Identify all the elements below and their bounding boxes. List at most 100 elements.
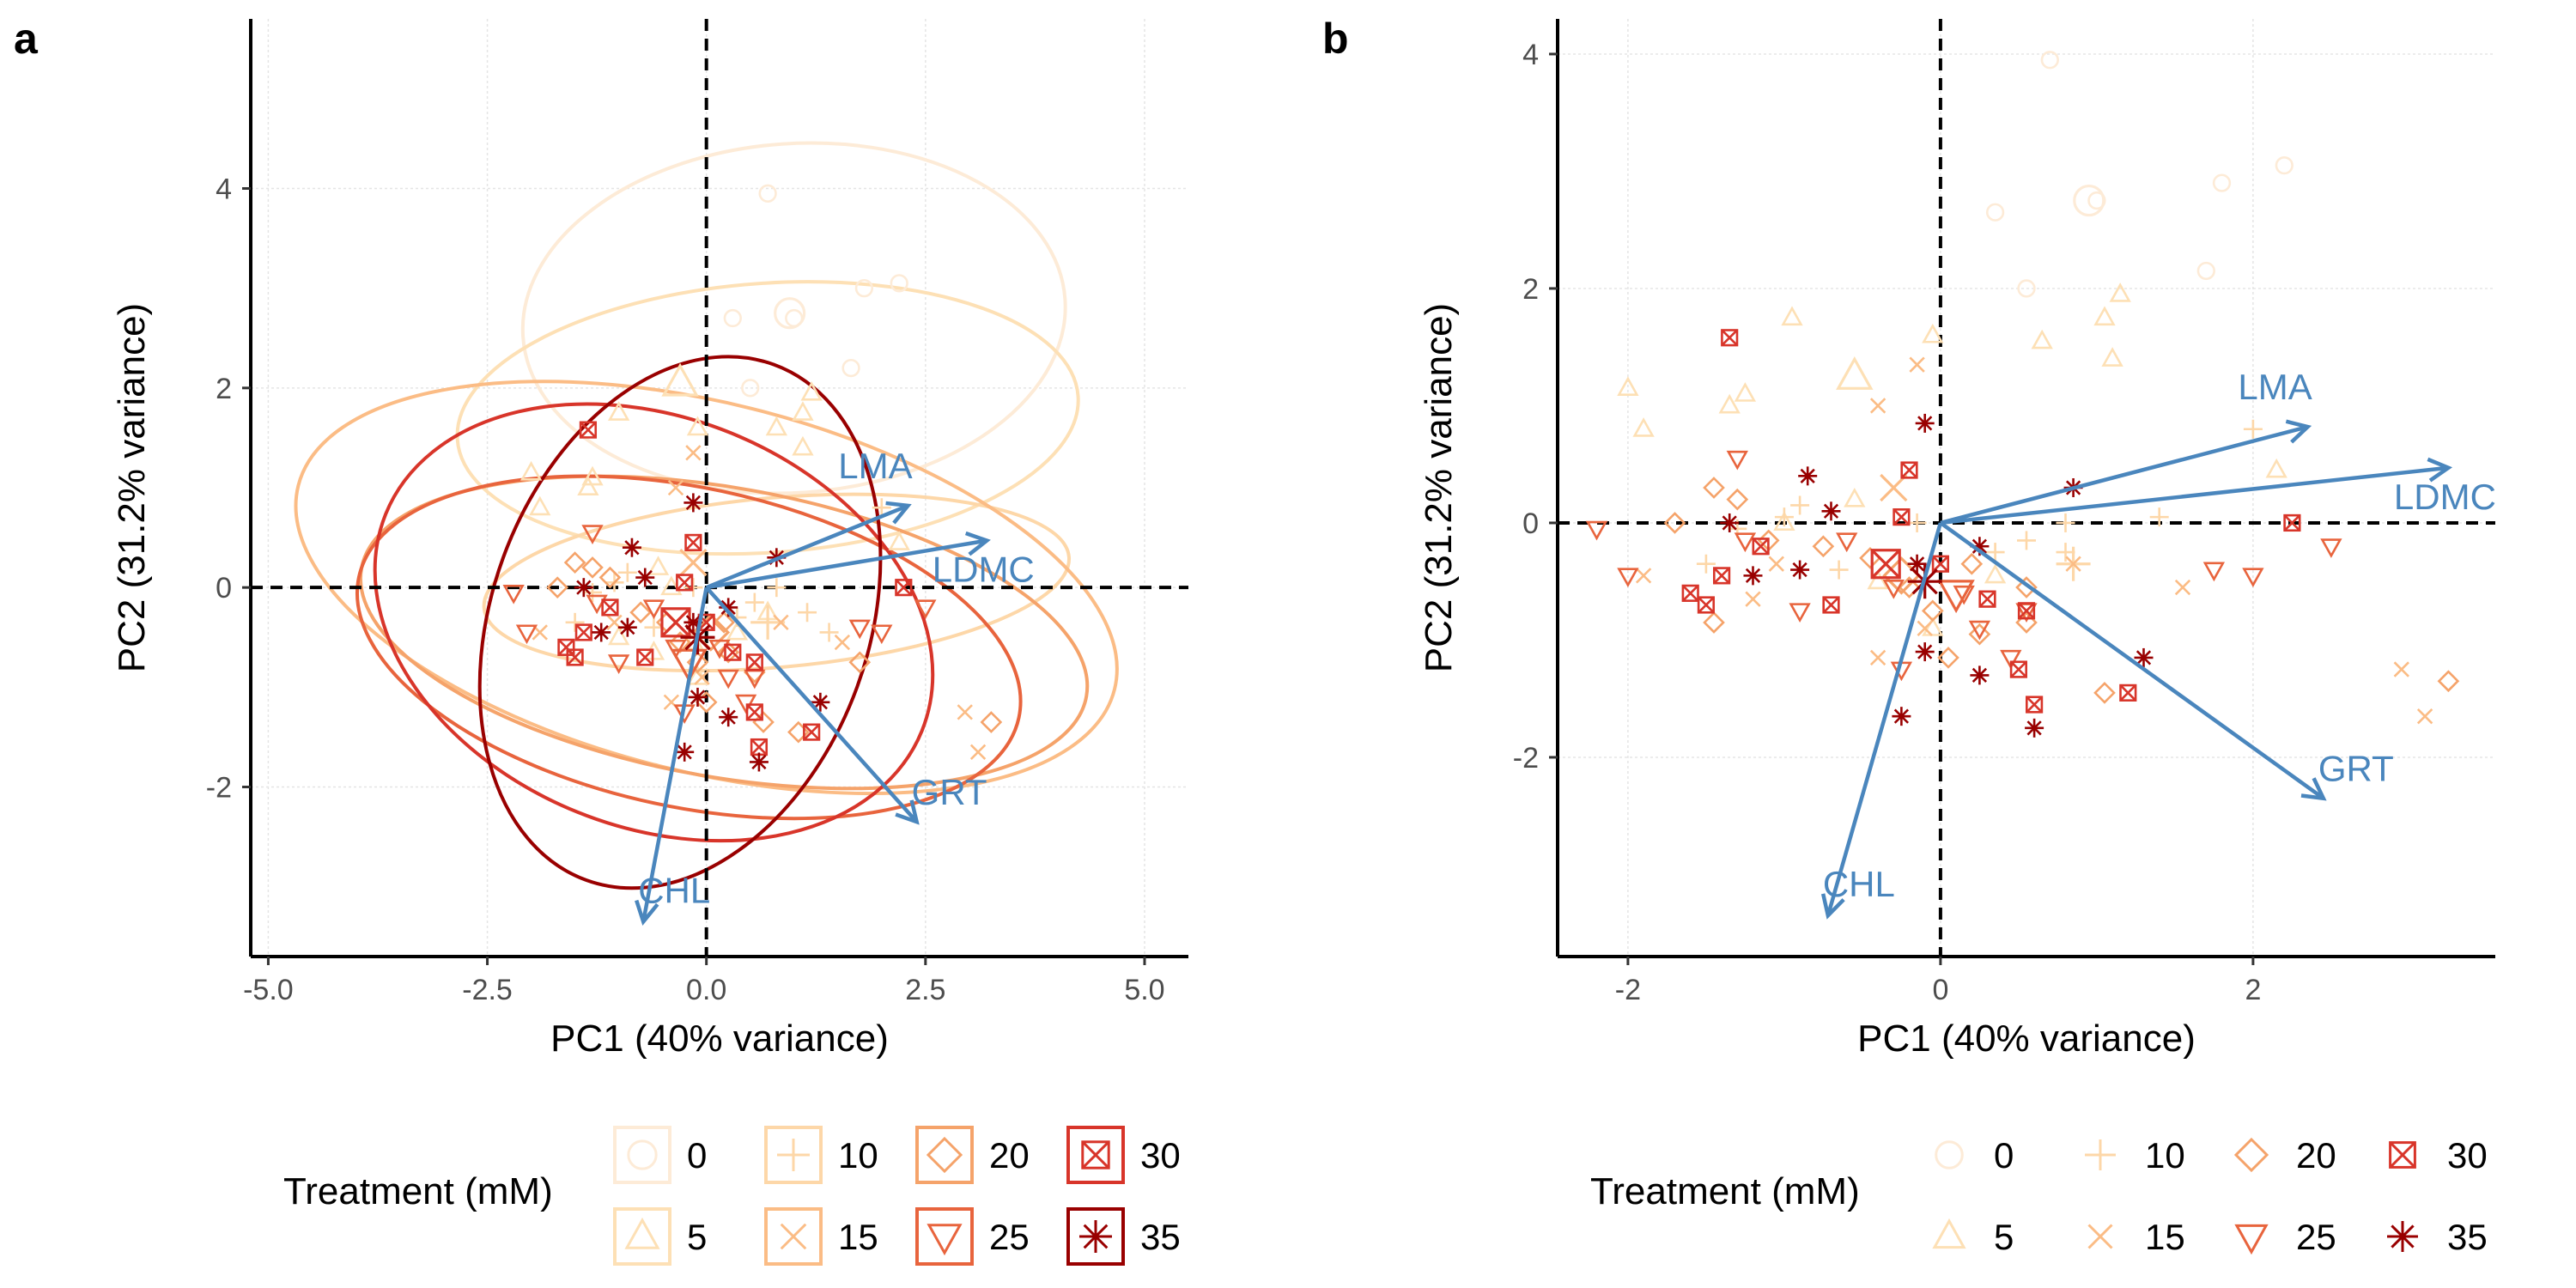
arrowhead (885, 501, 912, 525)
point-5 (792, 401, 814, 421)
point-30 (1721, 329, 1739, 347)
panel-tag-a: a (14, 15, 39, 63)
loading-arrow-grt (1939, 521, 2325, 800)
legend-key-x (780, 1223, 807, 1250)
panel-a: a LMA LDMC GRT CHL -5.0 -2.5 0.0 2.5 5.0 -2 0 2 4 P… (14, 15, 1188, 1060)
loading-arrow-ldmc (1940, 465, 2449, 526)
tick-labels: -2 0 2 -2 0 2 4 (1513, 39, 2262, 1006)
point-15 (969, 744, 987, 761)
legend-item-25: 25 (2234, 1217, 2336, 1257)
point-10 (744, 592, 764, 612)
point-15 (834, 634, 851, 651)
point-30 (1681, 584, 1699, 602)
y-tick-label: 2 (1522, 273, 1539, 306)
point-15 (1635, 568, 1652, 584)
point-5 (1617, 376, 1639, 396)
point-30 (2119, 683, 2137, 702)
legend-key-box (613, 1207, 671, 1266)
y-tick-label: 4 (216, 173, 232, 205)
point-5 (581, 465, 604, 486)
point-5 (1781, 306, 1803, 326)
legend-items: 0 10 20 30 5 15 25 35 (1932, 1135, 2488, 1257)
loading-label-chl: CHL (1823, 864, 1895, 904)
point-20 (1968, 623, 1991, 646)
point-35 (635, 568, 655, 587)
x-tick-label: 2.5 (905, 974, 945, 1006)
legend-label: 5 (1994, 1217, 2014, 1257)
point-20 (655, 611, 678, 634)
point-0 (2040, 51, 2059, 70)
point-30 (2283, 513, 2301, 532)
legend-item-5: 5 (613, 1207, 707, 1266)
legend-key-triangle (1932, 1218, 1966, 1249)
x-tick-label: -2 (1615, 974, 1641, 1006)
point-20 (713, 611, 735, 634)
point-5 (647, 556, 670, 575)
centroid-0 (2073, 184, 2105, 217)
point-35 (675, 742, 695, 762)
point-35 (683, 493, 703, 513)
x-tick-label: -2.5 (462, 974, 513, 1006)
loading-arrow-ldmc (706, 538, 987, 590)
legend-key-box (613, 1126, 671, 1184)
point-25 (871, 624, 893, 645)
point-0 (758, 184, 777, 203)
legend-label: 30 (2447, 1135, 2488, 1176)
tick-labels: -5.0 -2.5 0.0 2.5 5.0 -2 0 2 4 (206, 173, 1165, 1006)
point-20 (669, 631, 691, 653)
point-10 (1774, 507, 1794, 527)
point-25 (1836, 532, 1858, 553)
legend-item-15: 15 (764, 1207, 878, 1266)
point-20 (1898, 576, 1921, 598)
point-35 (2134, 647, 2154, 667)
point-30 (895, 579, 913, 597)
panel-b: b LMA LDMC GRT CHL -2 0 2 -2 0 2 4 PC1 (40% varia… (1322, 15, 2496, 1060)
centroid-15 (679, 548, 708, 577)
point-10 (583, 582, 603, 602)
y-tick-label: -2 (1513, 742, 1539, 775)
legend-item-25: 25 (915, 1207, 1030, 1266)
legend-key-x (2087, 1224, 2113, 1249)
point-5 (792, 435, 814, 456)
point-15 (1869, 649, 1886, 666)
point-5 (529, 495, 551, 516)
legend-label: 10 (2145, 1135, 2185, 1176)
point-10 (2056, 543, 2075, 562)
point-10 (1907, 513, 1927, 532)
point-5 (607, 625, 630, 646)
point-25 (1726, 450, 1748, 471)
point-0 (2017, 279, 2036, 298)
x-tick-label: 0 (1932, 974, 1948, 1006)
point-25 (2242, 568, 2264, 588)
legend-label: 5 (687, 1217, 707, 1257)
legend-label: 20 (2296, 1135, 2336, 1176)
centroid-0 (774, 297, 806, 330)
arrowhead (2427, 457, 2453, 483)
point-15 (2174, 579, 2191, 596)
point-5 (577, 476, 599, 496)
point-5 (686, 416, 709, 436)
point-0 (2275, 155, 2293, 175)
y-tick-label: 0 (1522, 507, 1539, 540)
loading-arrow-chl (641, 586, 708, 922)
point-35 (1743, 566, 1763, 586)
arrowhead (964, 531, 991, 556)
scatter-points (1585, 51, 2460, 738)
legend-item-30: 30 (1066, 1126, 1181, 1184)
legend-label: 25 (2296, 1217, 2336, 1257)
legend-key-triangle-down (2234, 1224, 2269, 1255)
confidence-ellipses (294, 141, 1119, 890)
point-15 (957, 704, 973, 720)
point-15 (1768, 556, 1784, 572)
point-35 (1915, 642, 1935, 662)
point-5 (765, 416, 788, 436)
point-10 (819, 623, 839, 642)
legend-key-boxx (1081, 1140, 1110, 1170)
point-5 (1718, 393, 1741, 414)
legend-items: 0 10 20 30 5 15 25 35 (613, 1126, 1181, 1266)
point-20 (598, 566, 622, 589)
point-25 (502, 584, 525, 605)
point-15 (2416, 708, 2433, 725)
point-25 (1617, 568, 1639, 588)
